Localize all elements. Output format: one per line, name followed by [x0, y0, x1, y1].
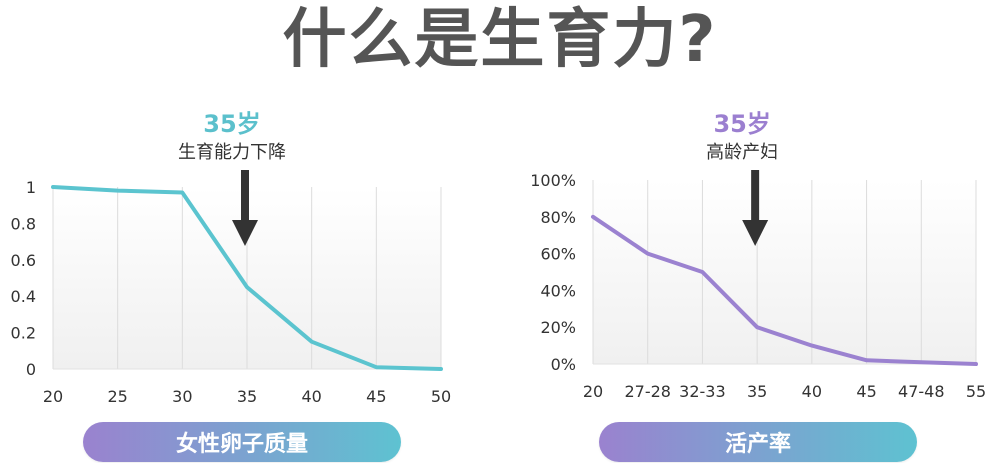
x-tick-label: 50 [431, 387, 451, 406]
live-birth-rate-label: 活产率 [599, 422, 917, 462]
y-tick-label: 40% [540, 281, 576, 300]
x-tick-label: 40 [301, 387, 321, 406]
y-tick-label: 0.6 [11, 251, 36, 270]
y-tick-label: 0 [26, 360, 36, 379]
arrow-shaft [241, 170, 249, 222]
arrow-head-icon [742, 220, 769, 246]
x-tick-label: 40 [802, 382, 822, 401]
x-tick-label: 45 [366, 387, 386, 406]
arrow-head-icon [232, 220, 258, 246]
y-tick-label: 100% [530, 171, 576, 190]
series-line [591, 214, 978, 366]
x-tick-label: 45 [856, 382, 876, 401]
plot-area [593, 180, 976, 364]
annotation-value: 35岁 [203, 110, 260, 138]
y-tick-label: 0.8 [11, 214, 36, 233]
y-tick-label: 80% [540, 208, 576, 227]
y-tick-label: 0.2 [11, 324, 36, 343]
x-tick-label: 32-33 [679, 382, 726, 401]
y-tick-label: 0% [551, 355, 576, 374]
annotation-text: 高龄产妇 [706, 142, 778, 163]
y-tick-label: 20% [540, 318, 576, 337]
y-tick-label: 1 [26, 178, 36, 197]
x-tick-label: 47-48 [898, 382, 945, 401]
live-birth-rate-chart: 0% 20% 40% 60% 80% 100% 20 27-28 32-33 35 40 45 47-4… [530, 110, 986, 401]
x-tick-label: 25 [107, 387, 127, 406]
x-tick-label: 35 [747, 382, 767, 401]
annotation-value: 35岁 [713, 110, 770, 138]
x-tick-label: 55 [966, 382, 986, 401]
x-tick-label: 20 [43, 387, 63, 406]
y-tick-label: 60% [540, 245, 576, 264]
x-tick-label: 35 [237, 387, 257, 406]
egg-quality-label: 女性卵子质量 [83, 422, 401, 462]
arrow-shaft [751, 170, 760, 222]
y-tick-label: 0.4 [11, 287, 36, 306]
annotation-text: 生育能力下降 [178, 142, 286, 163]
page-title: 什么是生育力? [282, 3, 718, 77]
x-tick-label: 20 [583, 382, 603, 401]
x-tick-label: 30 [172, 387, 192, 406]
x-tick-label: 27-28 [624, 382, 671, 401]
